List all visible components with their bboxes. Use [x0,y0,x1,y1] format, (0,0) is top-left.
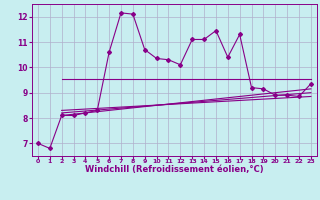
X-axis label: Windchill (Refroidissement éolien,°C): Windchill (Refroidissement éolien,°C) [85,165,264,174]
